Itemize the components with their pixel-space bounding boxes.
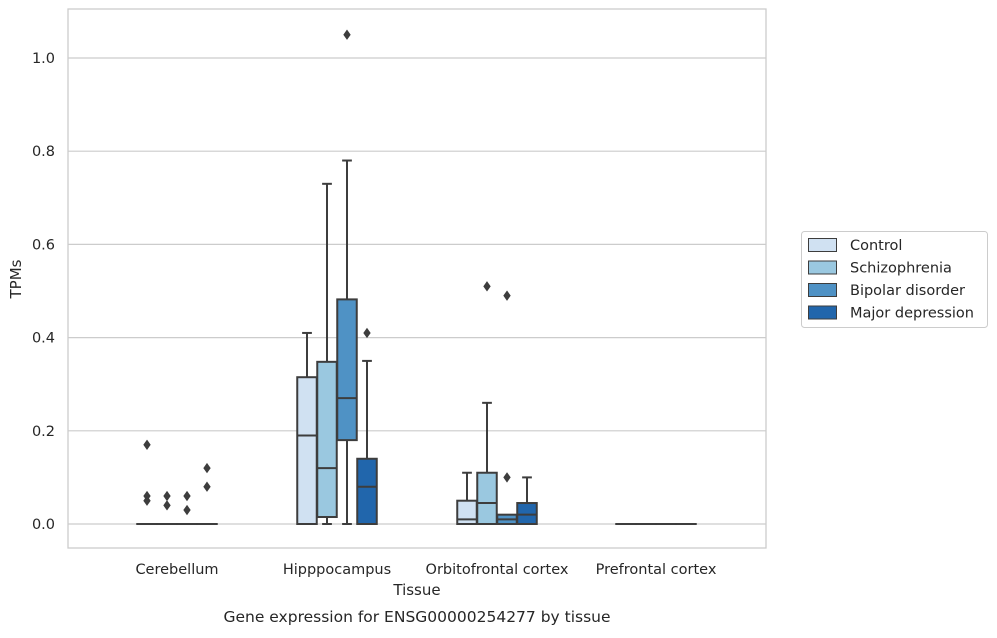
- outlier-point: [364, 328, 370, 337]
- outlier-point: [164, 501, 170, 510]
- outlier-point: [184, 492, 190, 501]
- outlier-point: [344, 30, 350, 39]
- box-body: [357, 459, 377, 524]
- x-axis-label: Tissue: [392, 581, 440, 599]
- box-schizophrenia: [317, 184, 337, 524]
- box-control: [297, 333, 317, 524]
- legend-swatch: [809, 306, 837, 319]
- plot-area-frame: [68, 9, 766, 548]
- y-tick-label: 1.0: [32, 51, 55, 67]
- box-control: [137, 440, 157, 524]
- legend-label: Bipolar disorder: [850, 283, 965, 299]
- outlier-point: [504, 291, 510, 300]
- box-groups: [137, 30, 696, 524]
- outlier-point: [204, 464, 210, 473]
- box-schizophrenia: [477, 282, 497, 524]
- gridlines: [68, 58, 766, 524]
- box-major-depression: [357, 328, 377, 524]
- outlier-point: [204, 482, 210, 491]
- box-body: [297, 377, 317, 524]
- legend-swatch: [809, 284, 837, 297]
- y-tick-label: 0.6: [32, 237, 55, 253]
- box-control: [457, 473, 477, 524]
- y-axis-ticks: 0.0 0.2 0.4 0.6 0.8 1.0: [32, 51, 55, 533]
- legend-label: Control: [850, 238, 902, 254]
- x-tick-label: Orbitofrontal cortex: [426, 562, 569, 578]
- x-tick-label: Prefrontal cortex: [596, 562, 717, 578]
- outlier-point: [164, 492, 170, 501]
- box-schizophrenia: [157, 492, 177, 524]
- y-tick-label: 0.2: [32, 424, 55, 440]
- y-tick-label: 0.0: [32, 517, 55, 533]
- box-major-depression: [517, 477, 537, 524]
- box-body: [457, 501, 477, 524]
- outlier-point: [144, 440, 150, 449]
- legend-label: Schizophrenia: [850, 261, 952, 277]
- box-bipolar-disorder: [497, 291, 517, 524]
- x-axis-ticks: Cerebellum Hipppocampus Orbitofrontal cort…: [135, 562, 716, 578]
- x-tick-label: Cerebellum: [135, 562, 218, 578]
- legend: Control Schizophrenia Bipolar disorder Majo…: [802, 232, 988, 328]
- outlier-point: [504, 473, 510, 482]
- y-axis-label: TPMs: [7, 259, 25, 299]
- outlier-point: [184, 506, 190, 515]
- box-major-depression: [197, 464, 217, 524]
- y-tick-label: 0.8: [32, 144, 55, 160]
- legend-swatch: [809, 239, 837, 252]
- box-body: [337, 299, 357, 440]
- chart-caption: Gene expression for ENSG00000254277 by t…: [223, 608, 610, 626]
- box-body: [517, 503, 537, 524]
- x-tick-label: Hipppocampus: [283, 562, 391, 578]
- box-body: [477, 473, 497, 524]
- y-tick-label: 0.4: [32, 331, 55, 347]
- box-body: [317, 362, 337, 517]
- box-bipolar-disorder: [337, 30, 357, 524]
- legend-label: Major depression: [850, 306, 974, 322]
- outlier-point: [484, 282, 490, 291]
- legend-swatch: [809, 261, 837, 274]
- box-bipolar-disorder: [177, 492, 197, 524]
